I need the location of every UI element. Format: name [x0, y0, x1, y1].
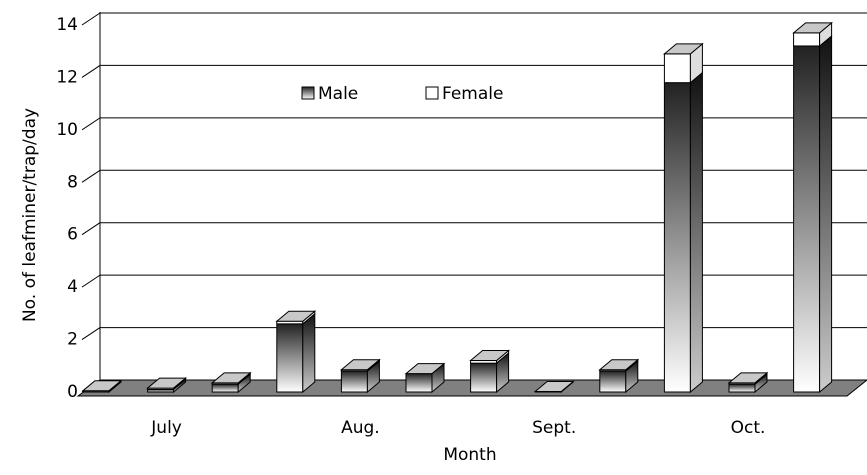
tick-mark [81, 12, 101, 26]
bar-segment [728, 383, 756, 393]
bar-top [146, 377, 187, 389]
bar-segment [793, 32, 821, 47]
x-tick-label: Sept. [532, 418, 576, 438]
x-tick-label: Oct. [731, 418, 766, 438]
bar-top [275, 310, 317, 322]
y-tick-label: 10 [56, 120, 78, 140]
tick-mark [81, 65, 101, 78]
bar-top [533, 380, 575, 392]
bar-segment [599, 370, 627, 393]
y-tick-label: 12 [56, 67, 78, 87]
bar-side [302, 312, 316, 394]
bar-top [210, 372, 252, 384]
bar-top [663, 43, 704, 55]
y-tick-label: 4 [67, 277, 78, 297]
y-tick-label: 14 [56, 15, 78, 35]
bar-segment [663, 82, 691, 393]
x-tick-label: Aug. [341, 418, 380, 438]
bar-top [81, 380, 123, 392]
bar-top [792, 22, 833, 34]
y-tick-label: 8 [67, 172, 78, 192]
y-tick-label: 0 [67, 382, 78, 402]
bar-segment [793, 45, 821, 393]
bar-segment [276, 323, 304, 393]
tick-mark [81, 274, 101, 288]
bar-segment [211, 383, 239, 393]
bar-side [819, 34, 833, 394]
legend-swatch [301, 86, 315, 100]
tick-mark [81, 169, 101, 183]
bar-top [727, 372, 769, 384]
x-axis-title: Month [443, 445, 496, 465]
y-axis-title: No. of leafminer/trap/day [20, 108, 40, 322]
bar-segment [340, 370, 368, 393]
bar-top [469, 350, 510, 362]
y-tick-label: 6 [67, 225, 78, 245]
bar-segment [405, 373, 433, 393]
legend-swatch [425, 86, 439, 100]
bar-top [598, 359, 640, 371]
bar-segment [470, 362, 498, 393]
legend-label: Male [318, 84, 358, 104]
bar-top [340, 359, 381, 371]
bar-side [689, 71, 703, 394]
y-tick-label: 2 [67, 330, 78, 350]
tick-mark [81, 222, 101, 236]
bar-segment [663, 53, 691, 84]
legend-label: Female [442, 84, 503, 104]
tick-mark [81, 117, 101, 131]
x-tick-label: July [150, 418, 182, 438]
bar-top [404, 363, 446, 375]
tick-mark [81, 327, 101, 340]
